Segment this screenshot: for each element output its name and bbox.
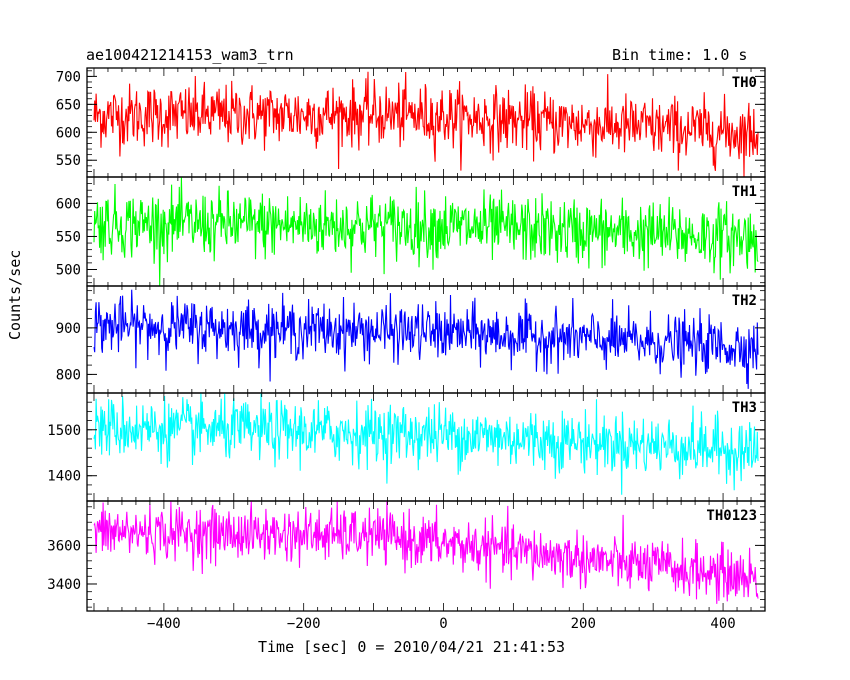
y-tick-label: 500 bbox=[56, 262, 81, 278]
y-tick-label: 3600 bbox=[47, 538, 81, 554]
bin-time-label: Bin time: 1.0 s bbox=[612, 46, 748, 64]
series-label: TH2 bbox=[732, 293, 757, 309]
series-label: TH0 bbox=[732, 75, 757, 91]
x-tick-label: 400 bbox=[710, 616, 735, 632]
panel-th3: 1400 1500 TH3 bbox=[47, 392, 766, 502]
plot-title: ae100421214153_wam3_trn bbox=[86, 46, 294, 64]
x-tick-label: −400 bbox=[147, 616, 181, 632]
panel-th0123: 3400 3600 TH0123 bbox=[47, 500, 766, 612]
panel-frame bbox=[86, 392, 766, 502]
series-line-th1 bbox=[93, 177, 759, 286]
y-tick-label: 800 bbox=[56, 367, 81, 383]
y-tick-label: 550 bbox=[56, 229, 81, 245]
series-line-th0123 bbox=[93, 501, 759, 604]
panel-frame bbox=[86, 176, 766, 287]
y-tick-label: 700 bbox=[56, 69, 81, 85]
y-tick-label: 1500 bbox=[47, 423, 81, 439]
y-tick-label: 1400 bbox=[47, 469, 81, 485]
series-label: TH0123 bbox=[706, 508, 757, 524]
y-tick-label: 3400 bbox=[47, 577, 81, 593]
y-tick-label: 900 bbox=[56, 321, 81, 337]
series-label: TH3 bbox=[732, 400, 757, 416]
y-tick-label: 550 bbox=[56, 153, 81, 169]
panel-th2: 800 900 TH2 bbox=[56, 285, 766, 394]
x-tick-label: 200 bbox=[571, 616, 596, 632]
y-tick-label: 600 bbox=[56, 125, 81, 141]
x-tick-label: −200 bbox=[287, 616, 321, 632]
x-tick-label: 0 bbox=[439, 616, 447, 632]
y-tick-label: 600 bbox=[56, 196, 81, 212]
panel-th1: 500 550 600 TH1 bbox=[56, 176, 766, 287]
panel-th0: 550 600 650 700 TH0 bbox=[56, 67, 766, 178]
panel-frame bbox=[86, 500, 766, 612]
series-line-th2 bbox=[93, 289, 759, 389]
panel-frame bbox=[86, 285, 766, 394]
y-tick-label: 650 bbox=[56, 97, 81, 113]
y-axis-label: Counts/sec bbox=[6, 249, 24, 340]
panel-frame bbox=[86, 67, 766, 178]
series-line-th0 bbox=[93, 71, 759, 177]
series-label: TH1 bbox=[732, 184, 757, 200]
series-line-th3 bbox=[93, 393, 759, 495]
x-axis-label: Time [sec] 0 = 2010/04/21 21:41:53 bbox=[258, 638, 566, 656]
